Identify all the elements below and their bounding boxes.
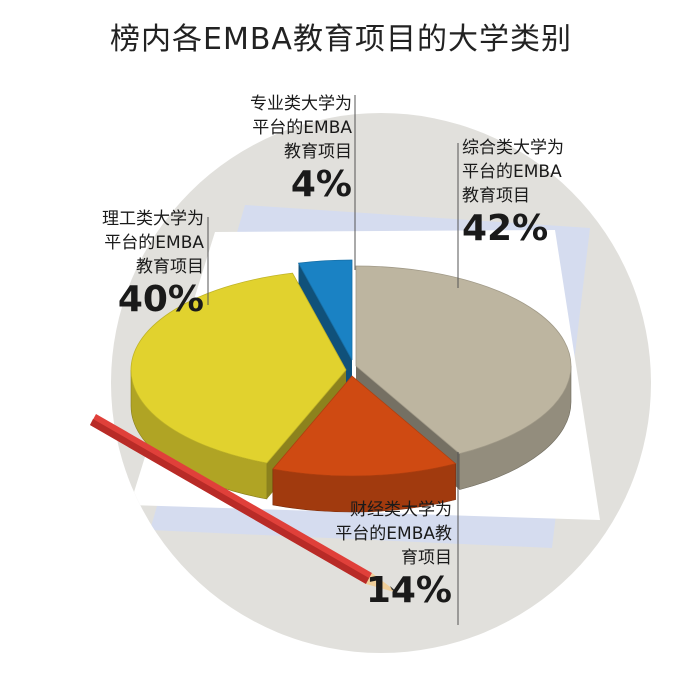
label-ligong: 理工类大学为 平台的EMBA 教育项目 40%	[102, 207, 204, 321]
label-ligong-line-1: 理工类大学为	[102, 209, 204, 229]
pencil-body-highlight	[90, 419, 369, 584]
label-zhuanye-line-3: 教育项目	[284, 142, 352, 162]
label-zonghe: 综合类大学为 平台的EMBA 教育项目 42%	[462, 136, 564, 250]
label-ligong-line-3: 教育项目	[136, 257, 204, 277]
slice-zonghe	[355, 265, 572, 455]
label-caijing-line-3: 育项目	[401, 548, 452, 568]
slice-zhuanye	[297, 259, 353, 361]
slice-ligong	[130, 272, 347, 464]
label-ligong-line-2: 平台的EMBA	[104, 233, 204, 253]
label-zonghe-line-1: 综合类大学为	[462, 138, 564, 158]
label-ligong-value: 40%	[117, 279, 204, 320]
label-caijing-value: 14%	[365, 570, 452, 611]
pencil-tip	[366, 573, 398, 593]
label-caijing: 财经类大学为 平台的EMBA教 育项目 14%	[335, 498, 452, 612]
label-zonghe-line-2: 平台的EMBA	[462, 162, 562, 182]
pie-group	[130, 259, 572, 513]
label-zonghe-value: 42%	[462, 208, 549, 249]
pencil	[90, 414, 398, 593]
label-zhuanye-value: 4%	[290, 164, 352, 205]
label-zonghe-line-3: 教育项目	[462, 186, 530, 206]
label-zhuanye-line-2: 平台的EMBA	[252, 118, 352, 138]
chart-title: 榜内各EMBA教育项目的大学类别	[110, 22, 572, 57]
label-caijing-line-2: 平台的EMBA教	[335, 524, 452, 544]
label-caijing-line-1: 财经类大学为	[350, 500, 452, 520]
pencil-lead	[390, 586, 398, 593]
label-zhuanye-line-1: 专业类大学为	[250, 94, 352, 114]
label-zhuanye: 专业类大学为 平台的EMBA 教育项目 4%	[250, 92, 352, 206]
slice-caijing	[272, 375, 457, 477]
